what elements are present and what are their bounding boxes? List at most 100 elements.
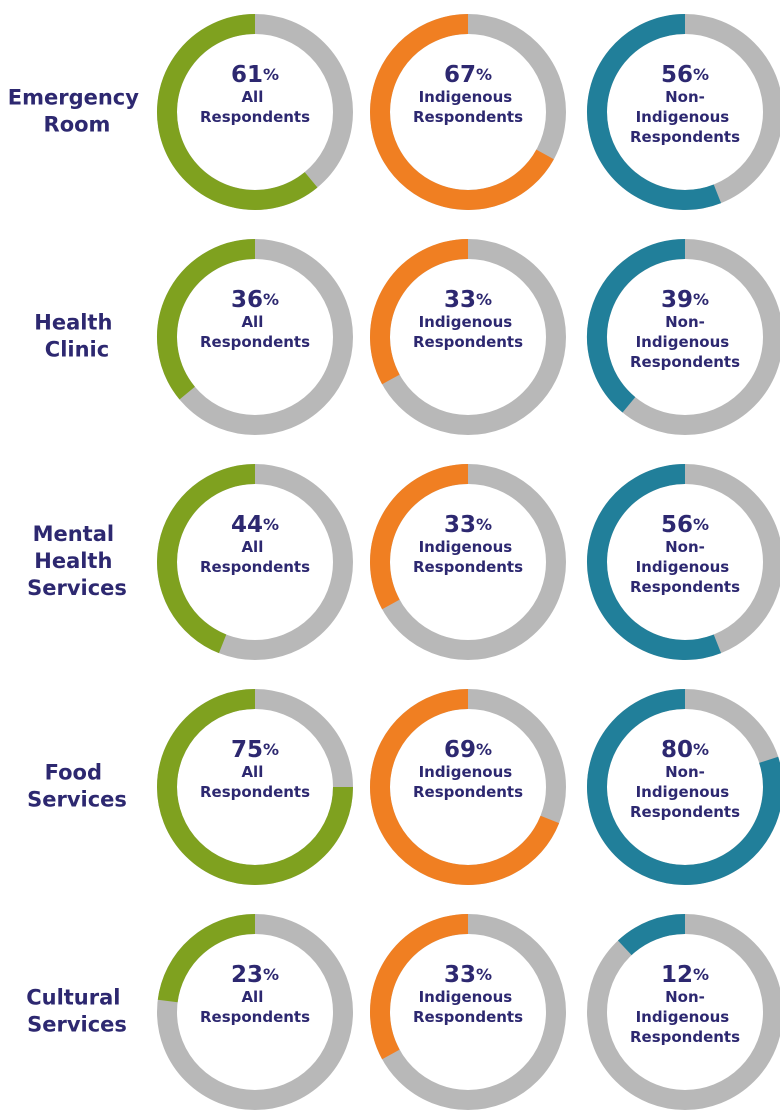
value-unit: % <box>476 740 492 759</box>
series-name-line: Respondents <box>630 578 740 596</box>
series-name-line: Respondents <box>200 108 310 126</box>
row-label-line: Health <box>34 549 120 573</box>
series-name-line: Respondents <box>200 1008 310 1026</box>
row-label-line: Clinic <box>45 338 109 362</box>
series-name-line: Respondents <box>413 1008 523 1026</box>
series-name: Indigenous Respondents <box>413 88 523 126</box>
series-name-line: Indigenous <box>419 313 518 331</box>
value-number: 33 <box>444 512 476 538</box>
value-number: 23 <box>231 962 263 988</box>
series-name-line: Indigenous <box>636 108 735 126</box>
series-name: Non- Indigenous Respondents <box>630 988 740 1046</box>
value-label: 80% <box>661 737 709 763</box>
donut-arc <box>587 239 686 413</box>
value-unit: % <box>693 740 709 759</box>
series-name: Indigenous Respondents <box>413 988 523 1026</box>
series-name-line: Indigenous <box>636 783 735 801</box>
series-name-line: Respondents <box>200 333 310 351</box>
series-name-line: Respondents <box>630 1028 740 1046</box>
series-name-line: Respondents <box>413 333 523 351</box>
value-unit: % <box>693 965 709 984</box>
donut-arc <box>370 689 560 885</box>
row-label-line: Mental <box>33 522 122 546</box>
series-name: All Respondents <box>200 988 310 1026</box>
series-name-line: Respondents <box>630 803 740 821</box>
row-label-line: Emergency <box>8 86 147 110</box>
series-name-line: Non- <box>665 88 705 106</box>
value-number: 44 <box>231 512 263 538</box>
donut-arc <box>370 239 469 385</box>
series-name-line: Respondents <box>413 558 523 576</box>
value-number: 67 <box>444 62 476 88</box>
value-label: 12% <box>661 962 709 988</box>
row-label-line: Cultural <box>26 986 128 1010</box>
value-label: 33% <box>444 512 492 538</box>
series-name-line: All <box>241 313 268 331</box>
series-name-line: Indigenous <box>419 538 518 556</box>
donut-arc <box>157 914 256 1003</box>
value-number: 33 <box>444 287 476 313</box>
series-name-line: Non- <box>665 988 705 1006</box>
value-label: 56% <box>661 512 709 538</box>
series-name-line: Non- <box>665 313 705 331</box>
series-name-line: Respondents <box>630 353 740 371</box>
series-name-line: Indigenous <box>636 1008 735 1026</box>
series-name-line: Indigenous <box>419 763 518 781</box>
series-name-line: Indigenous <box>419 88 518 106</box>
series-name-line: Respondents <box>200 558 310 576</box>
value-label: 33% <box>444 287 492 313</box>
value-label: 23% <box>231 962 279 988</box>
series-name: Indigenous Respondents <box>413 763 523 801</box>
value-unit: % <box>263 965 279 984</box>
series-name-line: Indigenous <box>636 333 735 351</box>
series-name-line: Non- <box>665 538 705 556</box>
row-label: Cultural Services <box>26 986 128 1037</box>
value-unit: % <box>476 515 492 534</box>
series-name-line: Respondents <box>200 783 310 801</box>
value-number: 56 <box>661 62 693 88</box>
value-unit: % <box>693 515 709 534</box>
value-unit: % <box>476 65 492 84</box>
value-unit: % <box>263 515 279 534</box>
series-name-line: Indigenous <box>636 558 735 576</box>
value-unit: % <box>693 290 709 309</box>
value-unit: % <box>263 290 279 309</box>
row-label-line: Services <box>27 788 127 812</box>
series-name-line: All <box>241 763 268 781</box>
series-name: Non- Indigenous Respondents <box>630 538 740 596</box>
donut-arc <box>157 239 256 400</box>
row-label-line: Services <box>27 1013 127 1037</box>
donut-arc <box>370 914 469 1060</box>
value-label: 44% <box>231 512 279 538</box>
value-label: 36% <box>231 287 279 313</box>
value-label: 33% <box>444 962 492 988</box>
value-unit: % <box>263 65 279 84</box>
series-name-line: Non- <box>665 763 705 781</box>
series-name: All Respondents <box>200 313 310 351</box>
value-label: 56% <box>661 62 709 88</box>
series-name: All Respondents <box>200 538 310 576</box>
series-name: Indigenous Respondents <box>413 313 523 351</box>
donut-arc <box>370 14 554 210</box>
series-name-line: Respondents <box>413 783 523 801</box>
series-name: All Respondents <box>200 763 310 801</box>
donut-arc <box>587 464 722 660</box>
row-label-line: Services <box>27 576 127 600</box>
value-number: 69 <box>444 737 476 763</box>
donut-arc <box>587 14 722 210</box>
row-label: Emergency Room <box>8 86 147 137</box>
donut-arc <box>157 14 318 210</box>
row-label: Health Clinic <box>34 311 120 362</box>
value-unit: % <box>263 740 279 759</box>
row-label-line: Health <box>34 311 120 335</box>
series-name-line: Respondents <box>413 108 523 126</box>
value-number: 12 <box>661 962 693 988</box>
donut-arc <box>617 914 686 956</box>
value-label: 69% <box>444 737 492 763</box>
series-name: All Respondents <box>200 88 310 126</box>
value-label: 67% <box>444 62 492 88</box>
value-number: 39 <box>661 287 693 313</box>
series-name-line: All <box>241 538 268 556</box>
donut-arc <box>370 464 469 610</box>
